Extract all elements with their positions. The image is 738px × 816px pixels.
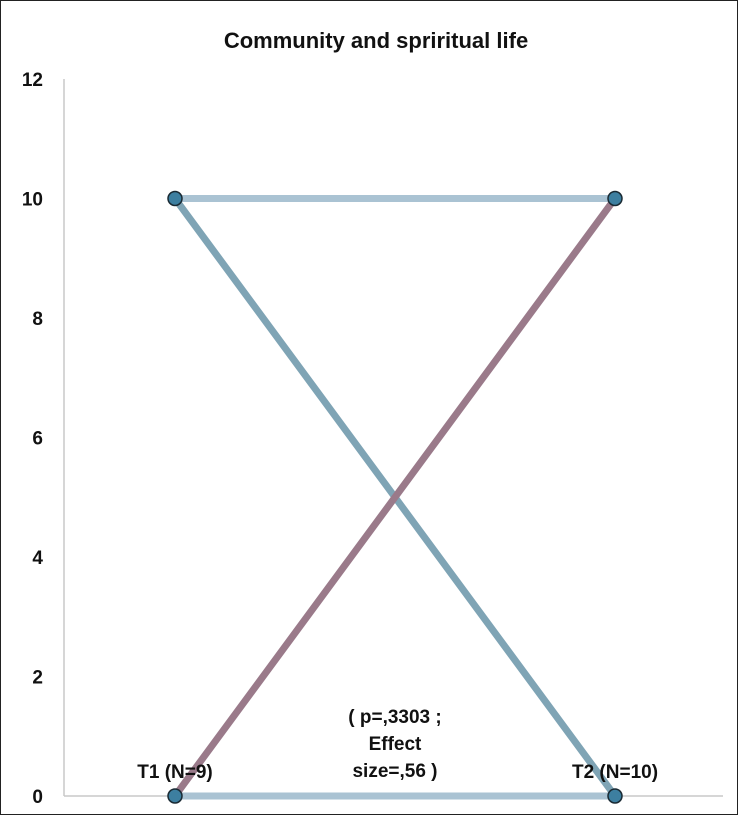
data-point: [607, 788, 623, 804]
y-tick-label: 8: [32, 309, 43, 330]
annotation-line: Effect: [369, 734, 422, 755]
series-layer: [171, 195, 619, 800]
y-tick-label: 4: [32, 548, 43, 569]
annotation-line: size=,56 ): [352, 761, 437, 782]
data-point: [167, 190, 183, 207]
annotation-line: ( p=,3303 ;: [348, 707, 441, 728]
marker-layer: [167, 190, 623, 804]
data-point: [607, 190, 623, 207]
stats-annotation: ( p=,3303 ; Effect size=,56 ): [348, 707, 441, 782]
data-point: [167, 788, 183, 804]
y-tick-label: 0: [32, 787, 43, 808]
y-tick-label: 6: [32, 429, 43, 450]
x-tick-labels: T1 (N=9) T2 (N=10): [137, 762, 658, 783]
x-category-label: T1 (N=9): [137, 762, 213, 783]
y-tick-label: 10: [22, 190, 43, 211]
x-category-label: T2 (N=10): [572, 762, 658, 783]
y-tick-label: 2: [32, 668, 43, 689]
y-tick-labels: 0 2 4 6 8 10 12: [22, 70, 44, 808]
series-line: [171, 195, 619, 800]
y-tick-label: 12: [22, 70, 43, 91]
chart-title: Community and spriritual life: [224, 28, 528, 53]
